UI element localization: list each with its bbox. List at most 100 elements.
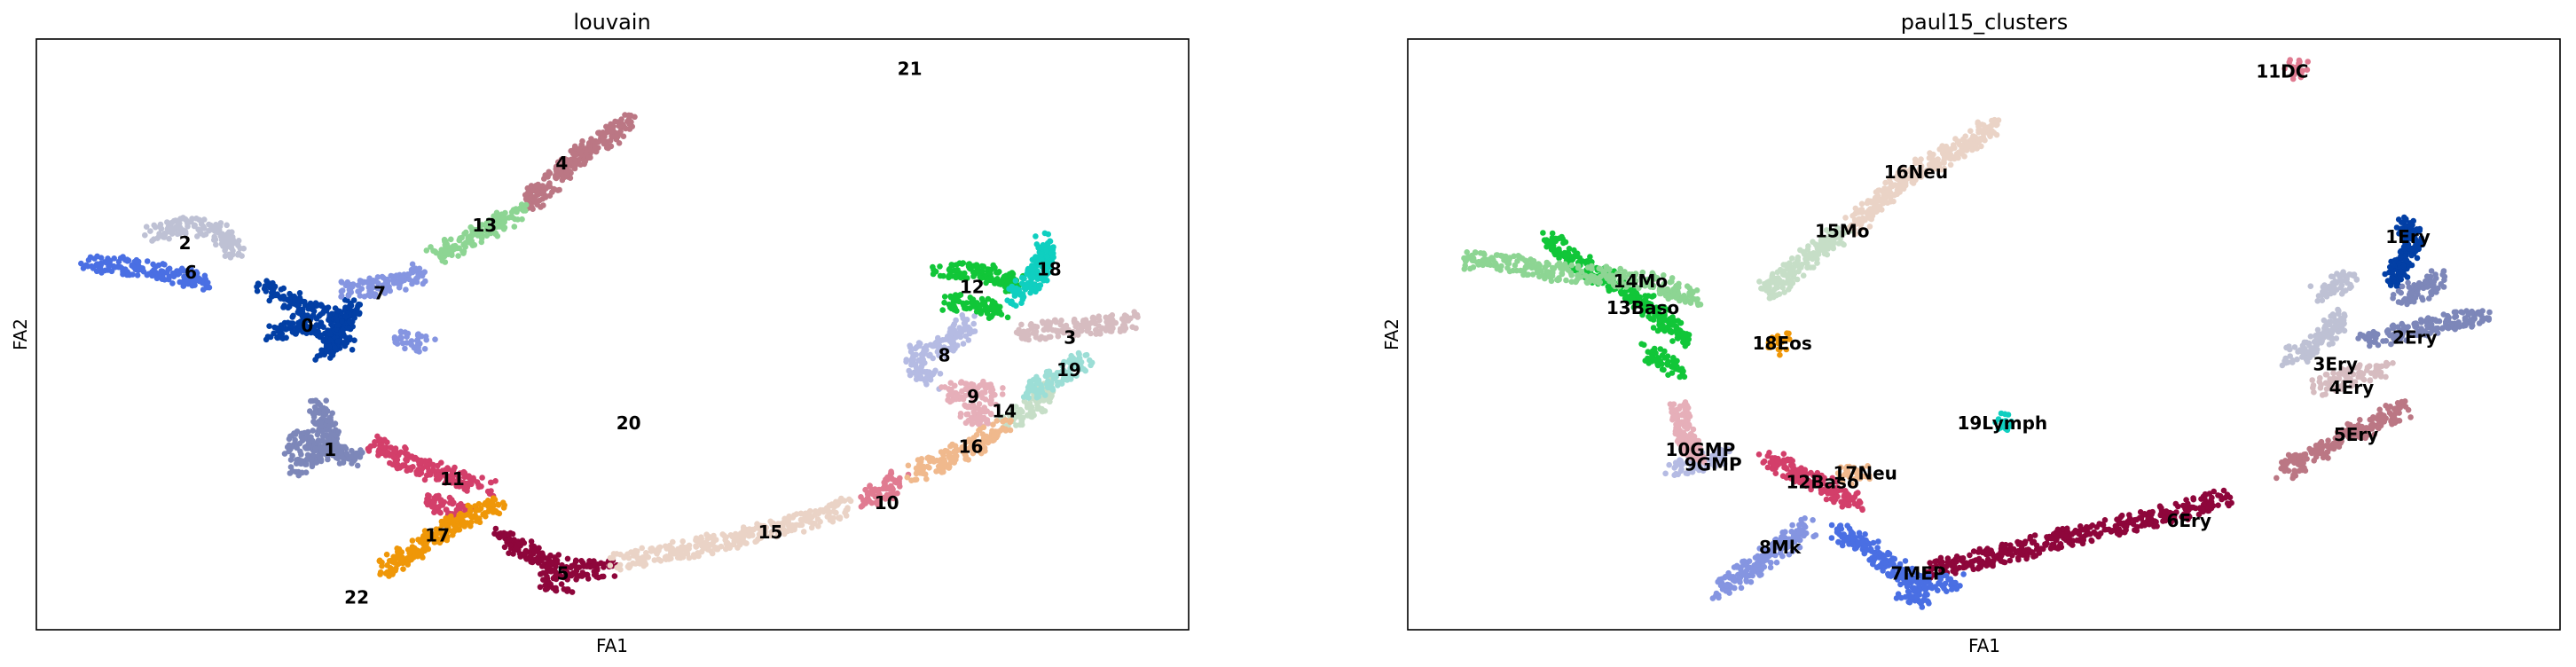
data-point (546, 169, 552, 176)
data-point (611, 573, 618, 579)
data-point (176, 270, 183, 277)
data-point (264, 334, 271, 340)
data-point (117, 264, 124, 271)
data-point (946, 329, 954, 335)
data-point (2007, 557, 2014, 564)
data-point (452, 242, 459, 249)
data-point (417, 459, 423, 466)
data-point (281, 295, 287, 302)
data-point (626, 121, 632, 127)
data-point (2376, 406, 2383, 413)
data-point (502, 209, 508, 216)
data-point (607, 124, 613, 131)
data-point (607, 562, 614, 569)
data-point (988, 312, 995, 319)
data-point (442, 259, 449, 265)
data-point (426, 492, 432, 499)
data-point (341, 340, 347, 346)
data-point (468, 481, 475, 488)
data-point (380, 274, 387, 281)
data-point (394, 457, 401, 463)
data-point (1956, 564, 1963, 571)
data-point (991, 432, 997, 438)
data-point (336, 460, 343, 467)
data-point (1048, 334, 1054, 341)
data-point (254, 287, 261, 294)
data-point (196, 278, 202, 285)
data-point (1051, 317, 1058, 324)
data-point (1975, 549, 1982, 555)
data-point (273, 325, 280, 332)
data-point (2372, 339, 2378, 345)
data-point (999, 391, 1006, 397)
data-point (946, 464, 953, 470)
data-point (206, 227, 212, 234)
data-point (940, 468, 946, 475)
data-point (1017, 410, 1023, 417)
data-point (164, 225, 171, 232)
data-point (383, 551, 390, 558)
data-point (2366, 334, 2373, 341)
data-point (158, 225, 164, 232)
data-point (1044, 384, 1051, 391)
data-point (2294, 356, 2300, 363)
data-point (111, 255, 117, 262)
data-point (970, 416, 977, 422)
data-point (2347, 281, 2353, 288)
data-point (2318, 438, 2325, 445)
data-point (334, 338, 342, 345)
data-point (404, 271, 412, 278)
data-point (990, 304, 997, 311)
data-point (553, 585, 559, 592)
data-point (978, 310, 985, 317)
data-point (986, 381, 993, 388)
data-point (521, 206, 527, 212)
data-point (2313, 341, 2321, 349)
data-point (825, 507, 832, 514)
data-point (2382, 271, 2388, 278)
data-point (2399, 283, 2406, 290)
data-point (1125, 318, 1132, 324)
data-point (430, 461, 436, 468)
data-point (528, 538, 535, 545)
data-point (2348, 271, 2355, 279)
data-point (634, 548, 640, 554)
data-point (377, 569, 384, 576)
data-point (478, 239, 485, 246)
data-point (239, 253, 245, 259)
data-point (308, 315, 314, 322)
data-point (937, 263, 943, 270)
data-point (280, 304, 287, 310)
data-point (144, 258, 151, 264)
data-point (712, 537, 719, 543)
data-point (340, 326, 346, 334)
data-point (1076, 351, 1082, 357)
data-point (719, 531, 726, 538)
data-point (339, 454, 346, 460)
data-point (836, 514, 842, 522)
data-point (2101, 517, 2109, 523)
data-point (2453, 313, 2460, 320)
data-point (865, 491, 872, 498)
data-point (463, 229, 469, 236)
data-point (1952, 570, 1959, 577)
data-point (562, 566, 568, 573)
data-point (722, 537, 728, 544)
data-point (996, 309, 1003, 315)
data-point (580, 157, 587, 163)
data-point (979, 268, 986, 275)
data-point (568, 564, 574, 571)
data-point (296, 440, 303, 447)
data-point (946, 272, 953, 279)
data-point (882, 481, 888, 487)
data-point (296, 294, 303, 302)
data-point (479, 475, 485, 481)
data-point (1129, 324, 1135, 331)
data-point (402, 345, 408, 352)
data-point (421, 269, 428, 276)
data-point (2372, 330, 2379, 337)
data-point (78, 260, 84, 267)
data-point (307, 324, 314, 331)
louvain-ylabel: FA2 (10, 318, 31, 350)
data-point (534, 188, 541, 195)
